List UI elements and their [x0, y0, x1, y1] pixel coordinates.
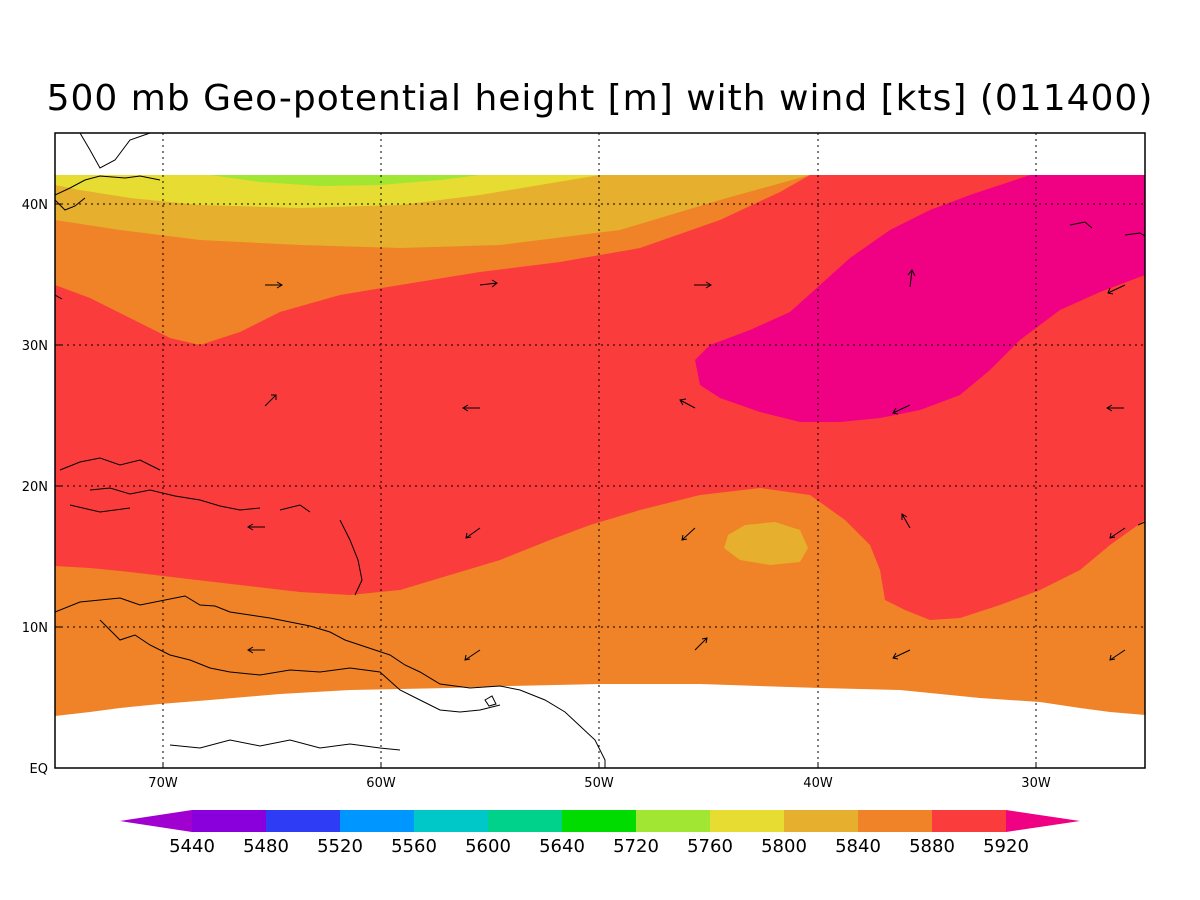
legend-tick-label: 5720 — [613, 836, 659, 857]
lat-label: 30N — [22, 339, 48, 354]
lat-label: 40N — [22, 198, 48, 213]
legend-swatch — [414, 810, 489, 832]
lon-label: 30W — [1021, 776, 1051, 791]
map-title: 500 mb Geo-potential height [m] with win… — [46, 78, 1154, 119]
legend-swatch — [562, 810, 637, 832]
longitude-labels: 70W 60W 50W 40W 30W — [148, 776, 1051, 791]
contour-5760 — [55, 175, 600, 208]
legend-swatch — [784, 810, 859, 832]
legend-swatch — [932, 810, 1007, 832]
graticule — [55, 133, 1145, 768]
lat-label: 20N — [22, 480, 48, 495]
legend-swatch — [636, 810, 711, 832]
wind-vectors — [55, 269, 1126, 661]
contour-5920 — [695, 175, 1145, 422]
color-legend: 5440 5480 5520 5560 5600 5640 5720 5760 5800 5840… — [120, 810, 1080, 857]
height-field — [55, 133, 1145, 768]
lon-label: 60W — [366, 776, 396, 791]
legend-tick-label: 5520 — [317, 836, 363, 857]
axis-ticks — [55, 203, 1037, 768]
contour-5720 — [210, 175, 480, 186]
legend-swatch — [488, 810, 563, 832]
legend-swatch — [192, 810, 267, 832]
legend-tick-label: 5840 — [835, 836, 881, 857]
legend-arrow-low — [120, 810, 192, 832]
legend-tick-label: 5920 — [983, 836, 1029, 857]
latitude-labels: 40N 30N 20N 10N EQ — [22, 198, 48, 777]
legend-tick-label: 5560 — [391, 836, 437, 857]
legend-swatch — [266, 810, 341, 832]
legend-tick-label: 5480 — [243, 836, 289, 857]
legend-tick-label: 5600 — [465, 836, 511, 857]
legend-tick-label: 5440 — [169, 836, 215, 857]
legend-arrow-high — [1006, 810, 1080, 832]
lon-label: 40W — [803, 776, 833, 791]
lat-label: EQ — [30, 762, 48, 777]
plot-frame — [54, 132, 1146, 769]
lon-label: 70W — [148, 776, 178, 791]
legend-swatch — [340, 810, 415, 832]
lon-label: 50W — [584, 776, 614, 791]
legend-swatch — [710, 810, 785, 832]
contour-5800-island — [724, 522, 808, 565]
lat-label: 10N — [22, 621, 48, 636]
legend-tick-label: 5760 — [687, 836, 733, 857]
legend-tick-label: 5640 — [539, 836, 585, 857]
coastlines — [55, 133, 1145, 768]
legend-swatch — [858, 810, 933, 832]
legend-tick-label: 5800 — [761, 836, 807, 857]
legend-tick-label: 5880 — [909, 836, 955, 857]
